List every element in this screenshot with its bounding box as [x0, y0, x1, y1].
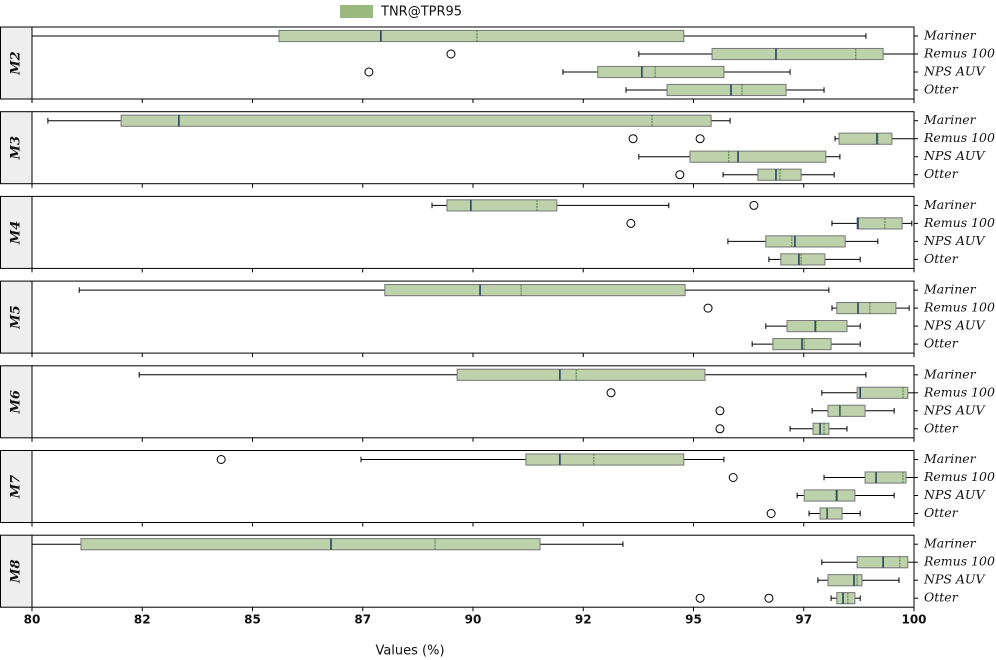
panel-label: M4: [9, 221, 24, 245]
x-tick-label: 90: [465, 613, 482, 627]
category-label: Otter: [924, 166, 959, 181]
outlier: [628, 134, 638, 144]
category-label: NPS AUV: [923, 572, 986, 587]
panel-label-box: [0, 365, 33, 439]
category-label: Mariner: [923, 112, 977, 127]
category-label: Remus 100: [923, 46, 995, 61]
category-label: Remus 100: [923, 554, 995, 569]
category-label: Otter: [924, 251, 959, 266]
category-label: Otter: [924, 420, 959, 435]
category-label: Remus 100: [923, 215, 995, 230]
x-tick-label: 100: [901, 613, 926, 627]
legend-patch: [340, 5, 373, 18]
box: [803, 489, 856, 502]
category-label: NPS AUV: [923, 402, 986, 417]
box: [689, 150, 827, 163]
outlier: [749, 200, 759, 210]
category-label: Mariner: [923, 536, 977, 551]
category-label: Otter: [924, 82, 959, 97]
outlier: [703, 303, 713, 313]
outlier: [626, 218, 636, 228]
box: [780, 253, 826, 266]
box: [819, 507, 843, 520]
panel-label: M8: [9, 559, 24, 583]
box: [827, 404, 866, 417]
box: [711, 47, 884, 61]
category-label: NPS AUV: [923, 64, 986, 79]
category-label: NPS AUV: [923, 318, 986, 333]
category-label: NPS AUV: [923, 233, 986, 248]
outlier: [715, 406, 725, 416]
panel-label: M3: [9, 136, 24, 160]
x-tick-label: 92: [575, 613, 592, 627]
category-label: Remus 100: [923, 130, 995, 145]
outlier: [446, 49, 456, 59]
box: [838, 132, 893, 145]
outlier: [364, 67, 374, 77]
outlier: [606, 388, 616, 398]
box: [856, 217, 903, 230]
outlier: [715, 424, 725, 434]
box: [456, 368, 706, 381]
outlier: [695, 134, 705, 144]
box: [120, 114, 712, 127]
panel-label-box: [0, 195, 33, 269]
box: [597, 65, 725, 79]
x-tick-label: 95: [685, 613, 702, 627]
box: [765, 235, 846, 248]
box: [864, 471, 907, 484]
category-label: Otter: [924, 336, 959, 351]
box: [384, 284, 686, 297]
x-tick-label: 87: [354, 613, 371, 627]
box: [666, 83, 787, 97]
outlier: [764, 593, 774, 603]
category-label: Otter: [924, 505, 959, 520]
box: [80, 538, 541, 551]
box: [856, 386, 909, 399]
panel-label-box: [0, 26, 33, 100]
panel-label: M5: [9, 305, 24, 329]
category-label: Mariner: [923, 282, 977, 297]
outlier: [766, 509, 776, 518]
category-label: Remus 100: [923, 300, 995, 315]
x-tick-label: 85: [244, 613, 261, 627]
category-label: NPS AUV: [923, 487, 986, 502]
category-label: Remus 100: [923, 469, 995, 484]
category-label: Remus 100: [923, 384, 995, 399]
box: [836, 592, 856, 605]
category-label: Mariner: [923, 451, 977, 466]
panel-frame: [31, 450, 915, 523]
box: [446, 199, 558, 212]
outlier: [728, 473, 738, 482]
category-label: Mariner: [923, 366, 977, 381]
panel-label: M6: [9, 390, 24, 414]
x-tick-label: 97: [795, 613, 812, 627]
box: [812, 422, 830, 435]
box: [836, 302, 897, 315]
category-label: NPS AUV: [923, 148, 986, 163]
panel-label: M2: [9, 51, 24, 75]
x-axis-label: Values (%): [375, 644, 444, 659]
panel-label: M7: [9, 475, 24, 499]
legend-label: TNR@TPR95: [380, 5, 462, 20]
box: [525, 453, 685, 466]
outlier: [216, 455, 226, 464]
panel-label-box: [0, 534, 33, 608]
outlier: [695, 593, 705, 603]
category-label: Otter: [924, 590, 959, 605]
outlier: [675, 170, 685, 180]
box: [278, 29, 685, 43]
category-label: Mariner: [923, 197, 977, 212]
box: [786, 320, 848, 333]
box: [827, 574, 863, 587]
category-label: Mariner: [923, 28, 977, 43]
x-tick-label: 80: [24, 613, 41, 627]
x-tick-label: 82: [134, 613, 151, 627]
